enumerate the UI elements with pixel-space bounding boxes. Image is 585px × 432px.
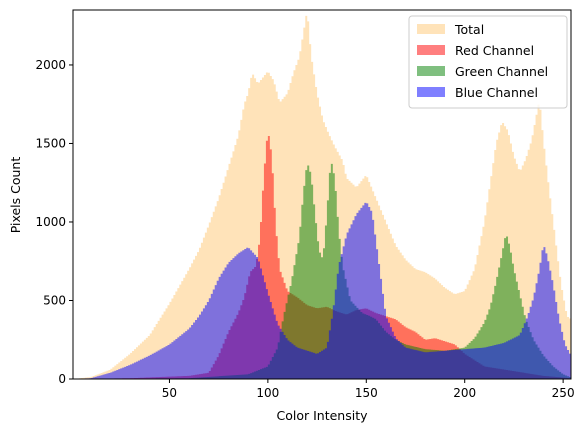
series-total-histogram xyxy=(73,15,571,379)
series-layer xyxy=(73,15,571,379)
y-tick-label: 2000 xyxy=(35,58,66,72)
x-tick-label: 100 xyxy=(256,386,279,400)
y-tick-label: 1000 xyxy=(35,215,66,229)
y-axis-label: Pixels Count xyxy=(8,157,23,234)
x-tick-label: 200 xyxy=(453,386,476,400)
legend-label-red-channel: Red Channel xyxy=(455,43,534,58)
legend-box xyxy=(408,15,568,109)
legend-swatch-total xyxy=(417,24,445,34)
legend-label-blue-channel: Blue Channel xyxy=(455,85,538,100)
legend-label-green-channel: Green Channel xyxy=(455,64,548,79)
x-tick-label: 250 xyxy=(552,386,575,400)
x-tick-label: 150 xyxy=(355,386,378,400)
legend-label-total: Total xyxy=(454,22,484,37)
y-tick-label: 500 xyxy=(43,293,66,307)
series-green-channel-histogram xyxy=(73,163,571,379)
y-tick-label: 1500 xyxy=(35,136,66,150)
legend: Total Red Channel Green Channel Blue Channe… xyxy=(408,15,568,109)
legend-swatch-blue-channel xyxy=(417,87,445,97)
x-axis-label: Color Intensity xyxy=(276,408,368,423)
series-blue-channel-histogram xyxy=(73,202,571,379)
x-tick-label: 50 xyxy=(162,386,177,400)
legend-swatch-green-channel xyxy=(417,66,445,76)
y-tick-label: 0 xyxy=(58,372,66,386)
plot-frame xyxy=(72,9,572,380)
axes-layer: 50 100 150 200 250 0 500 1000 1500 2000 xyxy=(35,9,575,400)
legend-swatch-red-channel xyxy=(417,45,445,55)
